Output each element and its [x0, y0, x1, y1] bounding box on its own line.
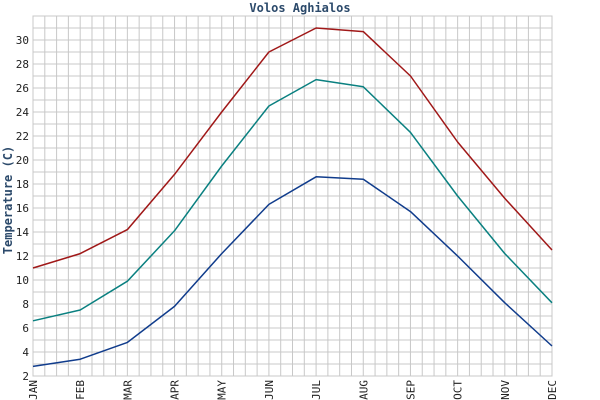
- y-axis-label: Temperature (C): [1, 146, 15, 254]
- y-tick-label: 6: [22, 322, 29, 335]
- y-tick-label: 18: [16, 178, 29, 191]
- y-tick-label: 28: [16, 58, 29, 71]
- y-tick-label: 20: [16, 154, 29, 167]
- x-tick-label: OCT: [452, 380, 465, 400]
- y-tick-label: 8: [22, 298, 29, 311]
- y-tick-label: 16: [16, 202, 29, 215]
- x-axis-ticks: JAN FEB MAR APR MAY JUN JUL AUG SEP OCT NOV DEC: [27, 380, 559, 400]
- y-tick-label: 2: [22, 370, 29, 383]
- series-line-2: [32, 78, 553, 322]
- series-line-1: [32, 27, 553, 269]
- y-tick-label: 14: [16, 226, 30, 239]
- y-tick-label: 12: [16, 250, 29, 263]
- x-tick-label: APR: [169, 380, 182, 400]
- y-tick-label: 26: [16, 82, 29, 95]
- series-line-3: [32, 176, 553, 368]
- x-tick-label: AUG: [357, 380, 370, 400]
- x-tick-label: JAN: [27, 380, 40, 400]
- y-tick-label: 4: [22, 346, 29, 359]
- x-tick-label: SEP: [404, 380, 417, 400]
- x-tick-label: NOV: [499, 380, 512, 400]
- x-tick-label: MAR: [121, 380, 134, 400]
- y-tick-label: 10: [16, 274, 29, 287]
- x-tick-label: FEB: [74, 380, 87, 400]
- chart-title: Volos Aghialos: [249, 1, 350, 15]
- x-tick-label: JUL: [310, 380, 323, 400]
- x-tick-label: JUN: [263, 380, 276, 400]
- y-tick-label: 30: [16, 34, 29, 47]
- grid: [32, 15, 553, 377]
- x-tick-label: MAY: [216, 380, 229, 400]
- y-tick-label: 24: [16, 106, 30, 119]
- x-tick-label: DEC: [546, 380, 559, 400]
- series-group: [32, 27, 553, 368]
- y-tick-label: 22: [16, 130, 29, 143]
